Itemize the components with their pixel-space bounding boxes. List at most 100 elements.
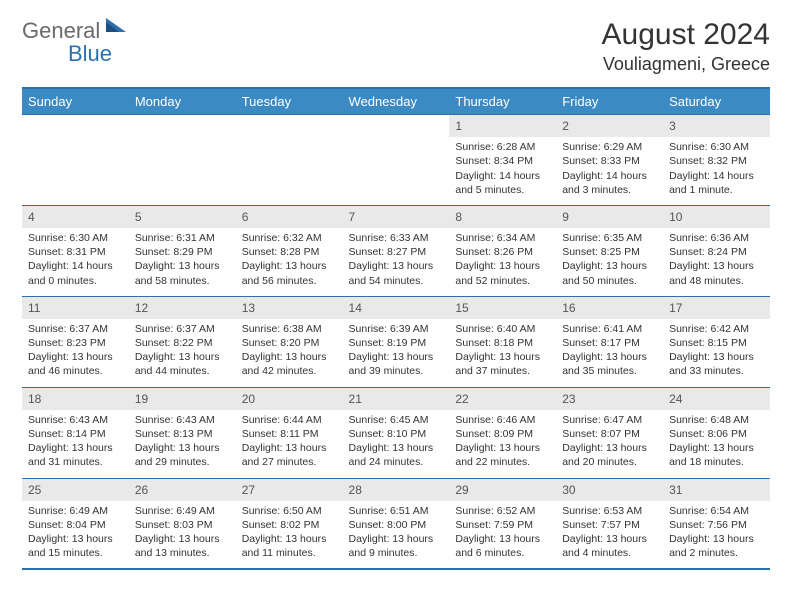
daylight2-text: and 15 minutes. xyxy=(28,546,123,560)
sunset-text: Sunset: 8:33 PM xyxy=(562,154,657,168)
sunrise-text: Sunrise: 6:28 AM xyxy=(455,140,550,154)
daylight2-text: and 22 minutes. xyxy=(455,455,550,469)
sunrise-text: Sunrise: 6:37 AM xyxy=(135,322,230,336)
sunset-text: Sunset: 8:31 PM xyxy=(28,245,123,259)
weekday-header: Tuesday xyxy=(236,88,343,115)
day-body: Sunrise: 6:39 AMSunset: 8:19 PMDaylight:… xyxy=(343,319,450,387)
daylight2-text: and 24 minutes. xyxy=(349,455,444,469)
sunrise-text: Sunrise: 6:43 AM xyxy=(28,413,123,427)
day-body: Sunrise: 6:40 AMSunset: 8:18 PMDaylight:… xyxy=(449,319,556,387)
day-number: 29 xyxy=(449,479,556,501)
day-number: 17 xyxy=(663,297,770,319)
day-number: 31 xyxy=(663,479,770,501)
sunrise-text: Sunrise: 6:51 AM xyxy=(349,504,444,518)
daylight1-text: Daylight: 13 hours xyxy=(669,350,764,364)
sunrise-text: Sunrise: 6:43 AM xyxy=(135,413,230,427)
sunrise-text: Sunrise: 6:46 AM xyxy=(455,413,550,427)
sunrise-text: Sunrise: 6:49 AM xyxy=(28,504,123,518)
day-body: Sunrise: 6:32 AMSunset: 8:28 PMDaylight:… xyxy=(236,228,343,296)
daylight1-text: Daylight: 13 hours xyxy=(669,441,764,455)
sunset-text: Sunset: 8:04 PM xyxy=(28,518,123,532)
calendar-week-row: 25Sunrise: 6:49 AMSunset: 8:04 PMDayligh… xyxy=(22,478,770,569)
calendar-day-cell: 2Sunrise: 6:29 AMSunset: 8:33 PMDaylight… xyxy=(556,115,663,206)
day-body: Sunrise: 6:30 AMSunset: 8:32 PMDaylight:… xyxy=(663,137,770,205)
daylight2-text: and 20 minutes. xyxy=(562,455,657,469)
day-body: Sunrise: 6:33 AMSunset: 8:27 PMDaylight:… xyxy=(343,228,450,296)
sunset-text: Sunset: 8:27 PM xyxy=(349,245,444,259)
day-number: 30 xyxy=(556,479,663,501)
daylight2-text: and 52 minutes. xyxy=(455,274,550,288)
daylight1-text: Daylight: 14 hours xyxy=(455,169,550,183)
daylight2-text: and 0 minutes. xyxy=(28,274,123,288)
calendar-day-cell: 29Sunrise: 6:52 AMSunset: 7:59 PMDayligh… xyxy=(449,478,556,569)
day-body: Sunrise: 6:37 AMSunset: 8:22 PMDaylight:… xyxy=(129,319,236,387)
calendar-week-row: 4Sunrise: 6:30 AMSunset: 8:31 PMDaylight… xyxy=(22,205,770,296)
daylight1-text: Daylight: 13 hours xyxy=(349,441,444,455)
daylight1-text: Daylight: 14 hours xyxy=(28,259,123,273)
day-body: Sunrise: 6:42 AMSunset: 8:15 PMDaylight:… xyxy=(663,319,770,387)
day-number: 15 xyxy=(449,297,556,319)
calendar-day-cell: 15Sunrise: 6:40 AMSunset: 8:18 PMDayligh… xyxy=(449,296,556,387)
sunrise-text: Sunrise: 6:34 AM xyxy=(455,231,550,245)
daylight1-text: Daylight: 13 hours xyxy=(455,259,550,273)
daylight1-text: Daylight: 13 hours xyxy=(349,350,444,364)
calendar-day-cell: 14Sunrise: 6:39 AMSunset: 8:19 PMDayligh… xyxy=(343,296,450,387)
title-block: August 2024 Vouliagmeni, Greece xyxy=(602,18,770,75)
day-body: Sunrise: 6:35 AMSunset: 8:25 PMDaylight:… xyxy=(556,228,663,296)
day-number: 8 xyxy=(449,206,556,228)
sunrise-text: Sunrise: 6:30 AM xyxy=(669,140,764,154)
sunrise-text: Sunrise: 6:41 AM xyxy=(562,322,657,336)
calendar-day-cell: 28Sunrise: 6:51 AMSunset: 8:00 PMDayligh… xyxy=(343,478,450,569)
sunset-text: Sunset: 8:25 PM xyxy=(562,245,657,259)
sunrise-text: Sunrise: 6:49 AM xyxy=(135,504,230,518)
daylight1-text: Daylight: 13 hours xyxy=(28,350,123,364)
calendar-day-cell: 20Sunrise: 6:44 AMSunset: 8:11 PMDayligh… xyxy=(236,387,343,478)
calendar-day-cell: 27Sunrise: 6:50 AMSunset: 8:02 PMDayligh… xyxy=(236,478,343,569)
daylight1-text: Daylight: 13 hours xyxy=(28,441,123,455)
day-body xyxy=(129,137,236,201)
logo-flag-icon xyxy=(106,18,126,37)
day-body: Sunrise: 6:49 AMSunset: 8:04 PMDaylight:… xyxy=(22,501,129,569)
daylight1-text: Daylight: 13 hours xyxy=(455,350,550,364)
daylight2-text: and 50 minutes. xyxy=(562,274,657,288)
sunset-text: Sunset: 7:56 PM xyxy=(669,518,764,532)
daylight2-text: and 54 minutes. xyxy=(349,274,444,288)
daylight1-text: Daylight: 13 hours xyxy=(349,259,444,273)
day-number: 6 xyxy=(236,206,343,228)
calendar-day-cell: 23Sunrise: 6:47 AMSunset: 8:07 PMDayligh… xyxy=(556,387,663,478)
day-body: Sunrise: 6:28 AMSunset: 8:34 PMDaylight:… xyxy=(449,137,556,205)
calendar-day-cell: 30Sunrise: 6:53 AMSunset: 7:57 PMDayligh… xyxy=(556,478,663,569)
sunset-text: Sunset: 7:59 PM xyxy=(455,518,550,532)
daylight1-text: Daylight: 13 hours xyxy=(349,532,444,546)
daylight1-text: Daylight: 13 hours xyxy=(562,259,657,273)
sunrise-text: Sunrise: 6:29 AM xyxy=(562,140,657,154)
daylight2-text: and 33 minutes. xyxy=(669,364,764,378)
header: General Blue August 2024 Vouliagmeni, Gr… xyxy=(22,18,770,75)
sunset-text: Sunset: 8:23 PM xyxy=(28,336,123,350)
daylight1-text: Daylight: 14 hours xyxy=(562,169,657,183)
daylight2-text: and 48 minutes. xyxy=(669,274,764,288)
calendar-day-cell: 22Sunrise: 6:46 AMSunset: 8:09 PMDayligh… xyxy=(449,387,556,478)
daylight1-text: Daylight: 13 hours xyxy=(135,259,230,273)
calendar-day-cell: 8Sunrise: 6:34 AMSunset: 8:26 PMDaylight… xyxy=(449,205,556,296)
sunrise-text: Sunrise: 6:36 AM xyxy=(669,231,764,245)
day-body: Sunrise: 6:54 AMSunset: 7:56 PMDaylight:… xyxy=(663,501,770,569)
sunset-text: Sunset: 8:07 PM xyxy=(562,427,657,441)
day-body: Sunrise: 6:38 AMSunset: 8:20 PMDaylight:… xyxy=(236,319,343,387)
daylight1-text: Daylight: 13 hours xyxy=(562,441,657,455)
daylight2-text: and 2 minutes. xyxy=(669,546,764,560)
calendar-day-cell: 1Sunrise: 6:28 AMSunset: 8:34 PMDaylight… xyxy=(449,115,556,206)
sunrise-text: Sunrise: 6:50 AM xyxy=(242,504,337,518)
day-body: Sunrise: 6:51 AMSunset: 8:00 PMDaylight:… xyxy=(343,501,450,569)
daylight1-text: Daylight: 13 hours xyxy=(669,259,764,273)
day-number: 1 xyxy=(449,115,556,137)
day-body: Sunrise: 6:30 AMSunset: 8:31 PMDaylight:… xyxy=(22,228,129,296)
daylight1-text: Daylight: 13 hours xyxy=(242,441,337,455)
calendar-day-cell: 17Sunrise: 6:42 AMSunset: 8:15 PMDayligh… xyxy=(663,296,770,387)
daylight1-text: Daylight: 13 hours xyxy=(242,350,337,364)
daylight1-text: Daylight: 13 hours xyxy=(669,532,764,546)
sunrise-text: Sunrise: 6:52 AM xyxy=(455,504,550,518)
sunset-text: Sunset: 8:13 PM xyxy=(135,427,230,441)
calendar-day-cell: 19Sunrise: 6:43 AMSunset: 8:13 PMDayligh… xyxy=(129,387,236,478)
daylight2-text: and 13 minutes. xyxy=(135,546,230,560)
